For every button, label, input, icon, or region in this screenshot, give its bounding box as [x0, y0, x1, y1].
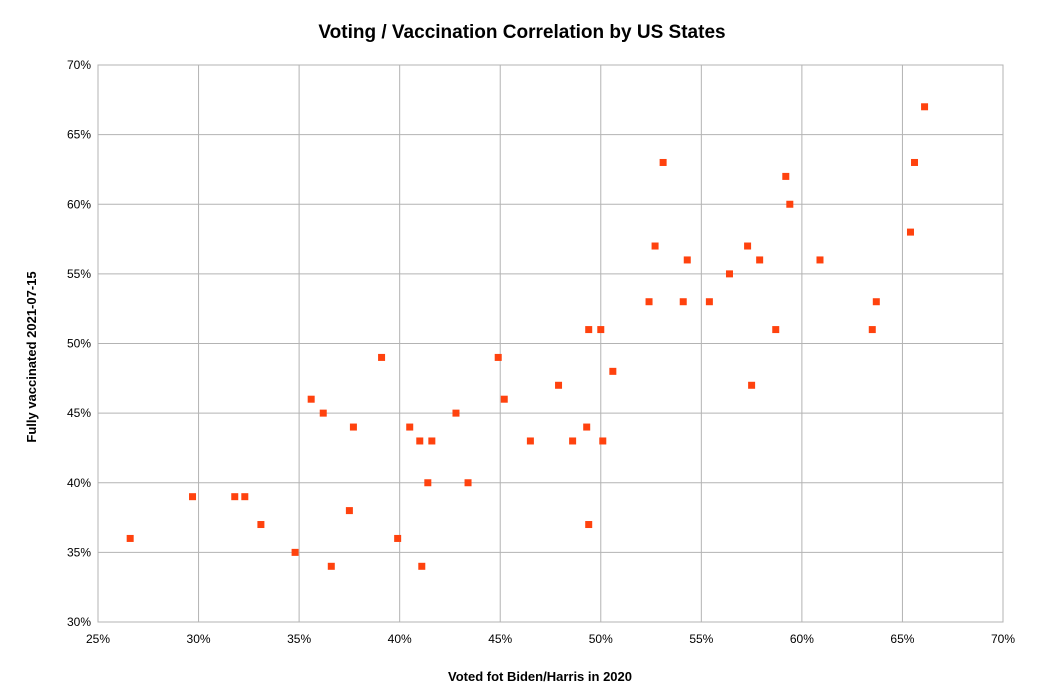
- data-point: [569, 437, 577, 445]
- y-tick-label: 65%: [67, 128, 91, 142]
- data-point: [782, 172, 790, 180]
- data-point: [494, 353, 502, 361]
- data-point: [307, 395, 315, 403]
- x-tick-label: 65%: [890, 632, 914, 646]
- y-tick-label: 30%: [67, 615, 91, 629]
- data-point: [872, 298, 880, 306]
- data-point: [378, 353, 386, 361]
- data-point: [756, 256, 764, 264]
- data-point: [906, 228, 914, 236]
- data-point: [748, 381, 756, 389]
- y-tick-label: 55%: [67, 267, 91, 281]
- y-axis-ticks: 30% 35% 40% 45% 50% 55% 60% 65% 70%: [67, 58, 91, 629]
- y-tick-label: 45%: [67, 406, 91, 420]
- data-point: [772, 326, 780, 334]
- data-point: [319, 409, 327, 417]
- x-tick-label: 40%: [388, 632, 412, 646]
- y-tick-label: 40%: [67, 476, 91, 490]
- y-tick-label: 50%: [67, 337, 91, 351]
- y-axis-label: Fully vaccinated 2021-07-15: [24, 271, 39, 442]
- data-point: [500, 395, 508, 403]
- data-point: [416, 437, 424, 445]
- data-point: [816, 256, 824, 264]
- data-point: [231, 493, 239, 501]
- data-point: [911, 158, 919, 166]
- data-point: [349, 423, 357, 431]
- data-point: [464, 479, 472, 487]
- data-point: [921, 103, 929, 111]
- data-point: [526, 437, 534, 445]
- data-point: [418, 562, 426, 570]
- data-point: [744, 242, 752, 250]
- x-tick-label: 70%: [991, 632, 1015, 646]
- y-tick-label: 70%: [67, 58, 91, 72]
- data-point: [452, 409, 460, 417]
- data-point: [683, 256, 691, 264]
- x-axis-label: Voted fot Biden/Harris in 2020: [448, 669, 632, 684]
- plot-area: [97, 64, 1004, 623]
- data-point: [599, 437, 607, 445]
- chart-title: Voting / Vaccination Correlation by US S…: [318, 22, 725, 43]
- data-point: [345, 507, 353, 515]
- x-tick-label: 45%: [488, 632, 512, 646]
- x-tick-label: 25%: [86, 632, 110, 646]
- y-tick-label: 60%: [67, 197, 91, 211]
- data-point: [406, 423, 414, 431]
- x-tick-label: 35%: [287, 632, 311, 646]
- y-tick-label: 35%: [67, 545, 91, 559]
- grid: [97, 64, 1004, 623]
- data-point: [424, 479, 432, 487]
- x-axis-ticks: 25% 30% 35% 40% 45% 50% 55% 60% 65% 70%: [86, 632, 1015, 646]
- data-point: [555, 381, 563, 389]
- data-point: [583, 423, 591, 431]
- data-point: [705, 298, 713, 306]
- data-point: [725, 270, 733, 278]
- data-points: [126, 103, 929, 570]
- data-point: [241, 493, 249, 501]
- x-tick-label: 55%: [689, 632, 713, 646]
- data-point: [679, 298, 687, 306]
- x-tick-label: 50%: [589, 632, 613, 646]
- data-point: [868, 326, 876, 334]
- data-point: [786, 200, 794, 208]
- data-point: [597, 326, 605, 334]
- x-tick-label: 60%: [790, 632, 814, 646]
- data-point: [585, 521, 593, 529]
- data-point: [651, 242, 659, 250]
- data-point: [645, 298, 653, 306]
- data-point: [126, 534, 134, 542]
- data-point: [394, 534, 402, 542]
- data-point: [291, 548, 299, 556]
- data-point: [257, 521, 265, 529]
- data-point: [428, 437, 436, 445]
- data-point: [609, 367, 617, 375]
- data-point: [585, 326, 593, 334]
- data-point: [189, 493, 197, 501]
- data-point: [659, 158, 667, 166]
- x-tick-label: 30%: [187, 632, 211, 646]
- data-point: [327, 562, 335, 570]
